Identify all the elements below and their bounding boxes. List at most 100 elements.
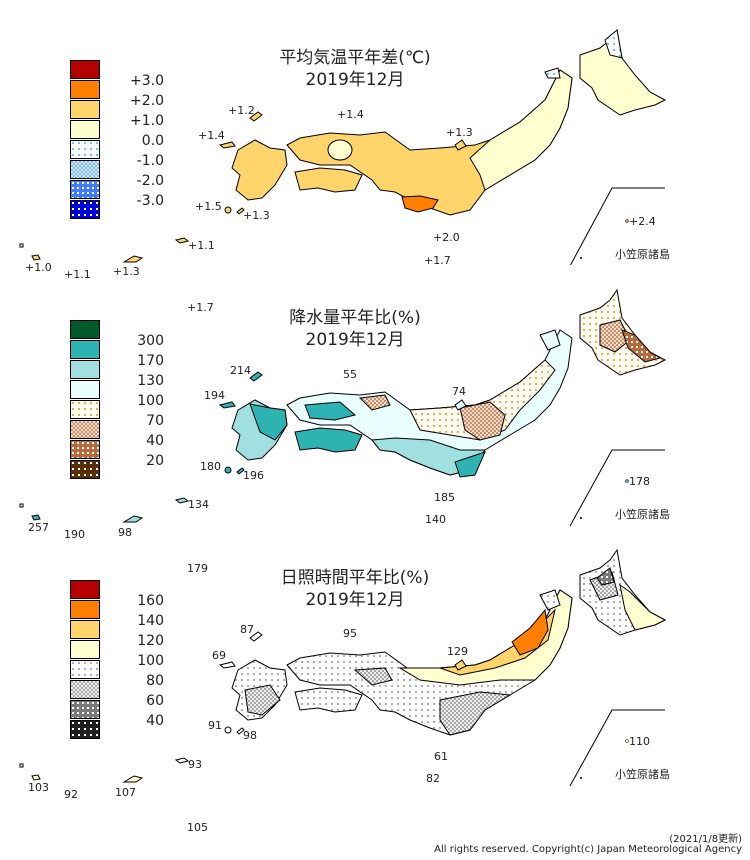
legend-swatch [70, 600, 100, 619]
station-value: 82 [426, 772, 440, 785]
legend-swatch [70, 100, 100, 119]
sunshine-ratio-panel: 160 140 120 100 80 60 40 日照時間平年比(%) 2019… [0, 540, 750, 805]
station-value: +1.2 [228, 104, 255, 117]
station-value: 129 [447, 645, 468, 658]
legend-swatch [70, 700, 100, 719]
station-value: 55 [343, 368, 357, 381]
legend-swatch [70, 340, 100, 359]
station-value: 190 [64, 528, 85, 541]
legend-label: 70 [146, 413, 164, 429]
station-value: 87 [240, 623, 254, 636]
legend-swatch [70, 580, 100, 599]
station-value: 69 [212, 649, 226, 662]
japan-map-temperature [19, 28, 667, 265]
station-value: 134 [188, 498, 209, 511]
station-value: 185 [434, 491, 455, 504]
station-value: 95 [343, 627, 357, 640]
legend-swatch [70, 460, 100, 479]
legend-swatch [70, 380, 100, 399]
ogasawara-label: 小笠原諸島 [615, 248, 670, 261]
legend-swatch [70, 120, 100, 139]
legend-label: 300 [137, 333, 164, 349]
station-value: +1.5 [195, 200, 222, 213]
map-title-period: 2019年12月 [305, 330, 405, 350]
legend-label: 160 [137, 593, 164, 609]
station-value: 257 [28, 521, 49, 534]
ogasawara-label: 小笠原諸島 [615, 508, 670, 521]
legend-label: 100 [137, 653, 164, 669]
station-value: +1.1 [64, 268, 91, 281]
legend-label: 130 [137, 373, 164, 389]
station-value: 61 [434, 750, 448, 763]
legend-swatch [70, 140, 100, 159]
station-value: 178 [629, 475, 650, 488]
legend-label: 170 [137, 353, 164, 369]
legend-swatch [70, 640, 100, 659]
station-value: +1.3 [113, 265, 140, 278]
legend-label: 100 [137, 393, 164, 409]
station-value: +2.0 [433, 231, 460, 244]
japan-map-sunshine [19, 548, 667, 787]
map-title-metric: 平均気温平年差(℃) [279, 48, 431, 68]
ogasawara-label: 小笠原諸島 [615, 768, 670, 781]
station-value: +1.3 [446, 126, 473, 139]
station-value: 98 [243, 729, 257, 742]
station-value: +1.7 [187, 301, 214, 314]
station-value: 214 [230, 364, 251, 377]
legend-swatch [70, 660, 100, 679]
station-value: +2.4 [629, 215, 656, 228]
legend-swatch [70, 720, 100, 739]
legend-swatch [70, 320, 100, 339]
legend-swatch [70, 160, 100, 179]
map-title-metric: 降水量平年比(%) [289, 308, 421, 328]
legend-label: 40 [146, 433, 164, 449]
map-title-period: 2019年12月 [305, 590, 405, 610]
legend-label: 60 [146, 693, 164, 709]
temperature-anomaly-panel: +3.0 +2.0 +1.0 0.0 -1.0 -2.0 -3.0 平均気温平年… [0, 0, 750, 274]
legend-swatch [70, 440, 100, 459]
station-value: 74 [452, 385, 466, 398]
station-value: 92 [64, 788, 78, 801]
station-value: 105 [187, 821, 208, 834]
station-value: 140 [425, 513, 446, 526]
legend-swatch [70, 60, 100, 79]
legend-swatch [70, 360, 100, 379]
station-value: +1.1 [188, 239, 215, 252]
station-value: 103 [28, 781, 49, 794]
station-value: 107 [115, 786, 136, 799]
station-value: 196 [243, 469, 264, 482]
japan-map-precipitation [19, 288, 667, 527]
station-value: +1.0 [25, 261, 52, 274]
legend-label: +2.0 [130, 93, 164, 109]
station-value: +1.7 [424, 254, 451, 267]
legend-label: 140 [137, 613, 164, 629]
legend-label: +3.0 [130, 73, 164, 89]
map-title: 平均気温平年差(℃) 2019年12月 [225, 47, 485, 91]
legend-label: -2.0 [136, 173, 164, 189]
station-value: 180 [200, 460, 221, 473]
map-title-period: 2019年12月 [305, 70, 405, 90]
legend-swatch [70, 200, 100, 219]
station-value: 179 [187, 562, 208, 575]
legend-swatch [70, 180, 100, 199]
copyright-notice: All rights reserved. Copyright(c) Japan … [434, 844, 742, 855]
precipitation-ratio-panel: 300 170 130 100 70 40 20 降水量平年比(%) 2019年… [0, 280, 750, 545]
legend-label: -1.0 [136, 153, 164, 169]
legend-swatch [70, 400, 100, 419]
legend-label: 20 [146, 453, 164, 469]
update-date: (2021/1/8更新) [669, 834, 742, 845]
map-title-metric: 日照時間平年比(%) [280, 568, 430, 588]
legend-label: 0.0 [141, 133, 164, 149]
station-value: +1.3 [243, 209, 270, 222]
station-value: 98 [118, 526, 132, 539]
legend-label: 120 [137, 633, 164, 649]
legend-swatch [70, 680, 100, 699]
legend-swatch [70, 420, 100, 439]
station-value: +1.4 [198, 129, 225, 142]
legend-swatch [70, 80, 100, 99]
legend-label: 80 [146, 673, 164, 689]
station-value: 194 [204, 389, 225, 402]
map-title: 降水量平年比(%) 2019年12月 [225, 307, 485, 351]
legend-swatch [70, 620, 100, 639]
station-value: 93 [188, 758, 202, 771]
